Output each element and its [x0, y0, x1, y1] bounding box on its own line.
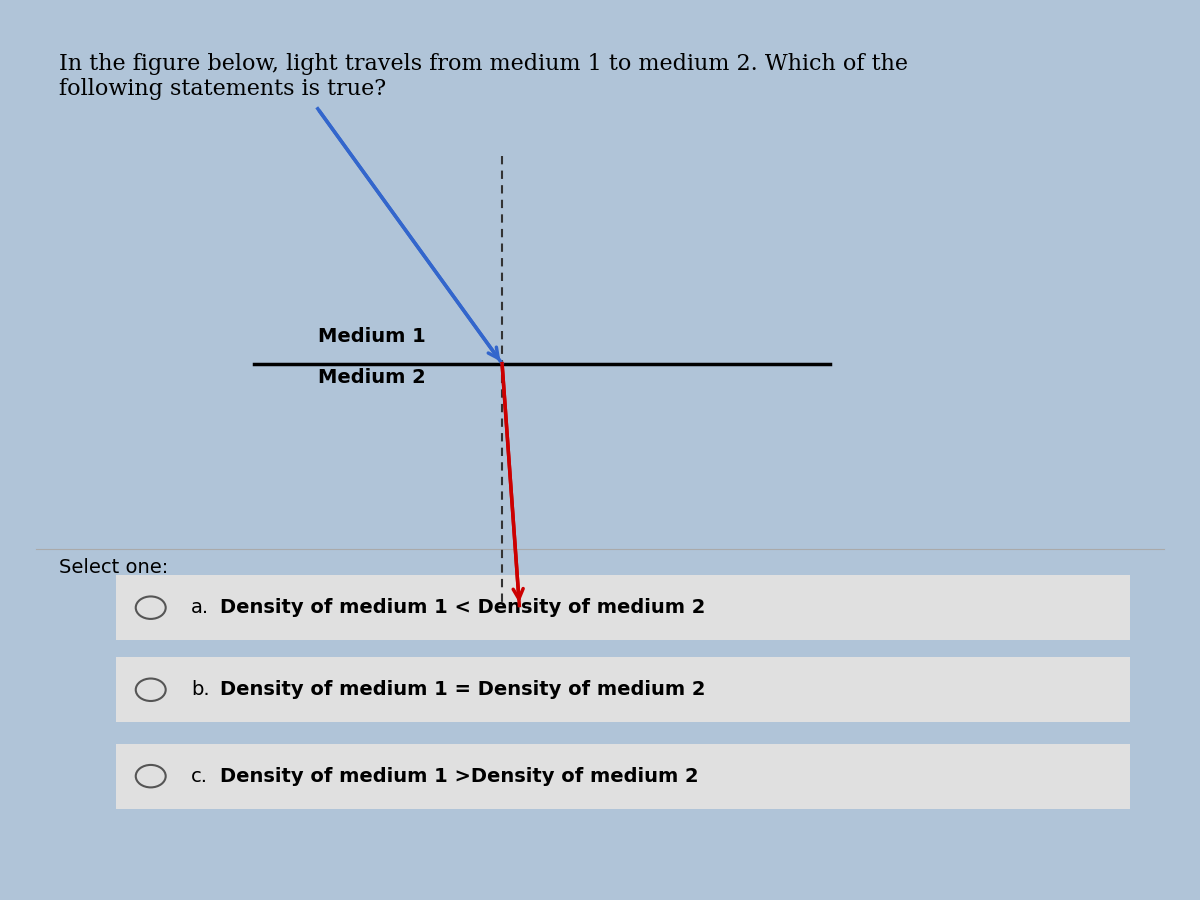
Text: Medium 1: Medium 1: [318, 328, 426, 346]
Text: c.: c.: [191, 767, 208, 786]
Text: Density of medium 1 < Density of medium 2: Density of medium 1 < Density of medium …: [220, 598, 706, 617]
Text: In the figure below, light travels from medium 1 to medium 2. Which of the
follo: In the figure below, light travels from …: [59, 52, 907, 100]
Text: Density of medium 1 >Density of medium 2: Density of medium 1 >Density of medium 2: [220, 767, 698, 786]
FancyBboxPatch shape: [116, 657, 1130, 722]
FancyBboxPatch shape: [116, 743, 1130, 808]
Text: a.: a.: [191, 598, 209, 617]
FancyBboxPatch shape: [116, 575, 1130, 640]
Text: Density of medium 1 = Density of medium 2: Density of medium 1 = Density of medium …: [220, 680, 706, 699]
Text: b.: b.: [191, 680, 210, 699]
Text: Medium 2: Medium 2: [318, 368, 426, 387]
Text: Select one:: Select one:: [59, 558, 168, 577]
